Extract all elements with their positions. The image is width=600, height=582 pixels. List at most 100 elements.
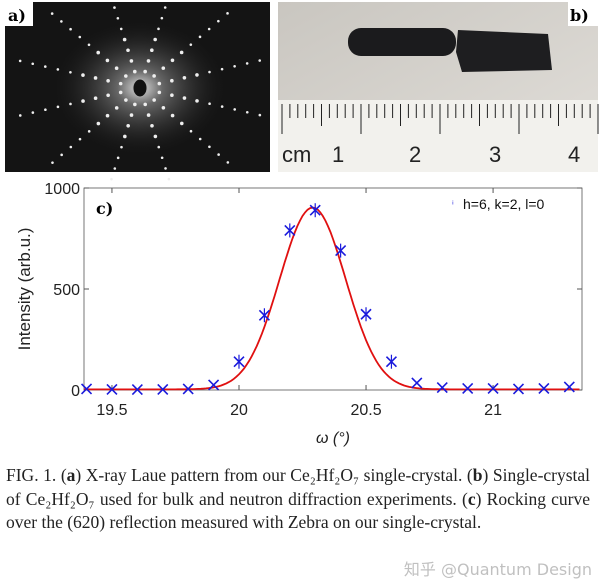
x-tick-label: 20 [230, 402, 248, 419]
ruler-cm: cm [282, 142, 311, 167]
laue-spot [69, 102, 72, 106]
laue-spot [69, 145, 73, 149]
ruler-3: 3 [489, 142, 501, 167]
laue-spot [143, 69, 147, 74]
laue-spot [170, 93, 174, 98]
laue-spot [189, 129, 193, 133]
legend-entry: h=6, k=2, l=0 [463, 196, 545, 212]
laue-spot [152, 98, 156, 102]
data-point [182, 383, 194, 395]
laue-spot [118, 90, 123, 95]
crystal-photo: cm 1 2 3 4 [278, 2, 599, 172]
data-point [335, 243, 347, 258]
laue-spot [245, 62, 249, 65]
laue-spot [69, 27, 72, 31]
data-point [385, 354, 398, 369]
laue-spot [208, 102, 211, 106]
laue-spot [198, 137, 202, 141]
caption-c-tag: c [467, 488, 476, 509]
caption-fig-number: FIG. 1. [6, 465, 57, 485]
laue-spot [161, 105, 166, 110]
laue-spot [198, 35, 202, 39]
laue-spot [150, 123, 154, 128]
laue-spot [226, 12, 229, 15]
laue-spot [146, 59, 151, 63]
laue-spot [182, 76, 187, 80]
laue-spot [170, 113, 175, 118]
data-point [462, 382, 474, 394]
data-point [538, 382, 550, 394]
laue-spot [116, 16, 120, 20]
data-point [436, 382, 448, 394]
laue-spot [182, 96, 187, 100]
laue-spot [105, 113, 110, 118]
laue-spot [110, 177, 113, 181]
laue-spot [167, 177, 171, 181]
laue-spot [208, 145, 211, 149]
laue-spot [133, 102, 137, 107]
caption-a-tag: a [66, 465, 76, 485]
laue-spot [105, 58, 110, 63]
laue-spot [129, 113, 134, 117]
laue-spot [164, 167, 167, 170]
laue-spot [146, 113, 151, 117]
laue-spot [106, 93, 110, 98]
laue-spot [129, 59, 134, 63]
laue-spot [179, 50, 184, 55]
x-tick-label: 19.5 [96, 402, 127, 419]
laue-spot [31, 111, 35, 114]
laue-spot [143, 102, 148, 107]
laue-spot [189, 43, 193, 46]
laue-spot [119, 27, 123, 31]
data-point [80, 383, 93, 395]
laue-spot [220, 105, 224, 108]
laue-spot [81, 73, 85, 77]
laue-spot [170, 78, 174, 83]
laue-spot [157, 27, 160, 31]
laue-spot [157, 90, 162, 95]
laue-spot [123, 134, 127, 139]
laue-spot [179, 121, 184, 126]
laue-spot [226, 161, 230, 164]
data-point [563, 381, 575, 393]
x-tick-label: 20.5 [350, 402, 381, 419]
laue-spot [152, 74, 156, 78]
laue-spot [258, 113, 262, 117]
laue-spot [132, 69, 137, 74]
laue-spot [18, 59, 22, 63]
data-point [131, 384, 143, 396]
laue-spot [233, 64, 236, 68]
data-point [309, 203, 321, 218]
panel-a-label: a) [8, 6, 26, 25]
laue-spot [126, 48, 130, 53]
laue-spot [208, 70, 211, 74]
y-tick-label: 500 [53, 282, 80, 299]
data-point [360, 307, 372, 322]
data-point [258, 308, 270, 323]
laue-spot [220, 67, 224, 71]
data-point [411, 377, 423, 389]
caption-b-tag: b [472, 465, 483, 485]
laue-spot [51, 161, 54, 164]
laue-spot [116, 156, 120, 160]
laue-spot [78, 137, 82, 141]
panel-b-label: b) [570, 6, 589, 25]
laue-spot [170, 58, 175, 63]
laue-spot [113, 167, 117, 170]
figure-caption: FIG. 1. (a) X-ray Laue pattern from our … [6, 465, 591, 532]
laue-spot [157, 81, 162, 86]
laue-spot [153, 37, 157, 42]
laue-spot [233, 108, 237, 111]
laue-spot [56, 105, 60, 109]
laue-spot [78, 35, 82, 39]
laue-spot [160, 156, 164, 160]
laue-spot [87, 130, 91, 133]
laue-spot [96, 50, 101, 55]
laue-spot [150, 48, 154, 53]
laue-spot [217, 19, 220, 23]
laue-spot [93, 96, 98, 100]
laue-spot [114, 66, 119, 71]
laue-spot [87, 43, 91, 47]
caption-a-text: X-ray Laue pattern from our Ce₂Hf₂O₇ sin… [85, 465, 463, 485]
